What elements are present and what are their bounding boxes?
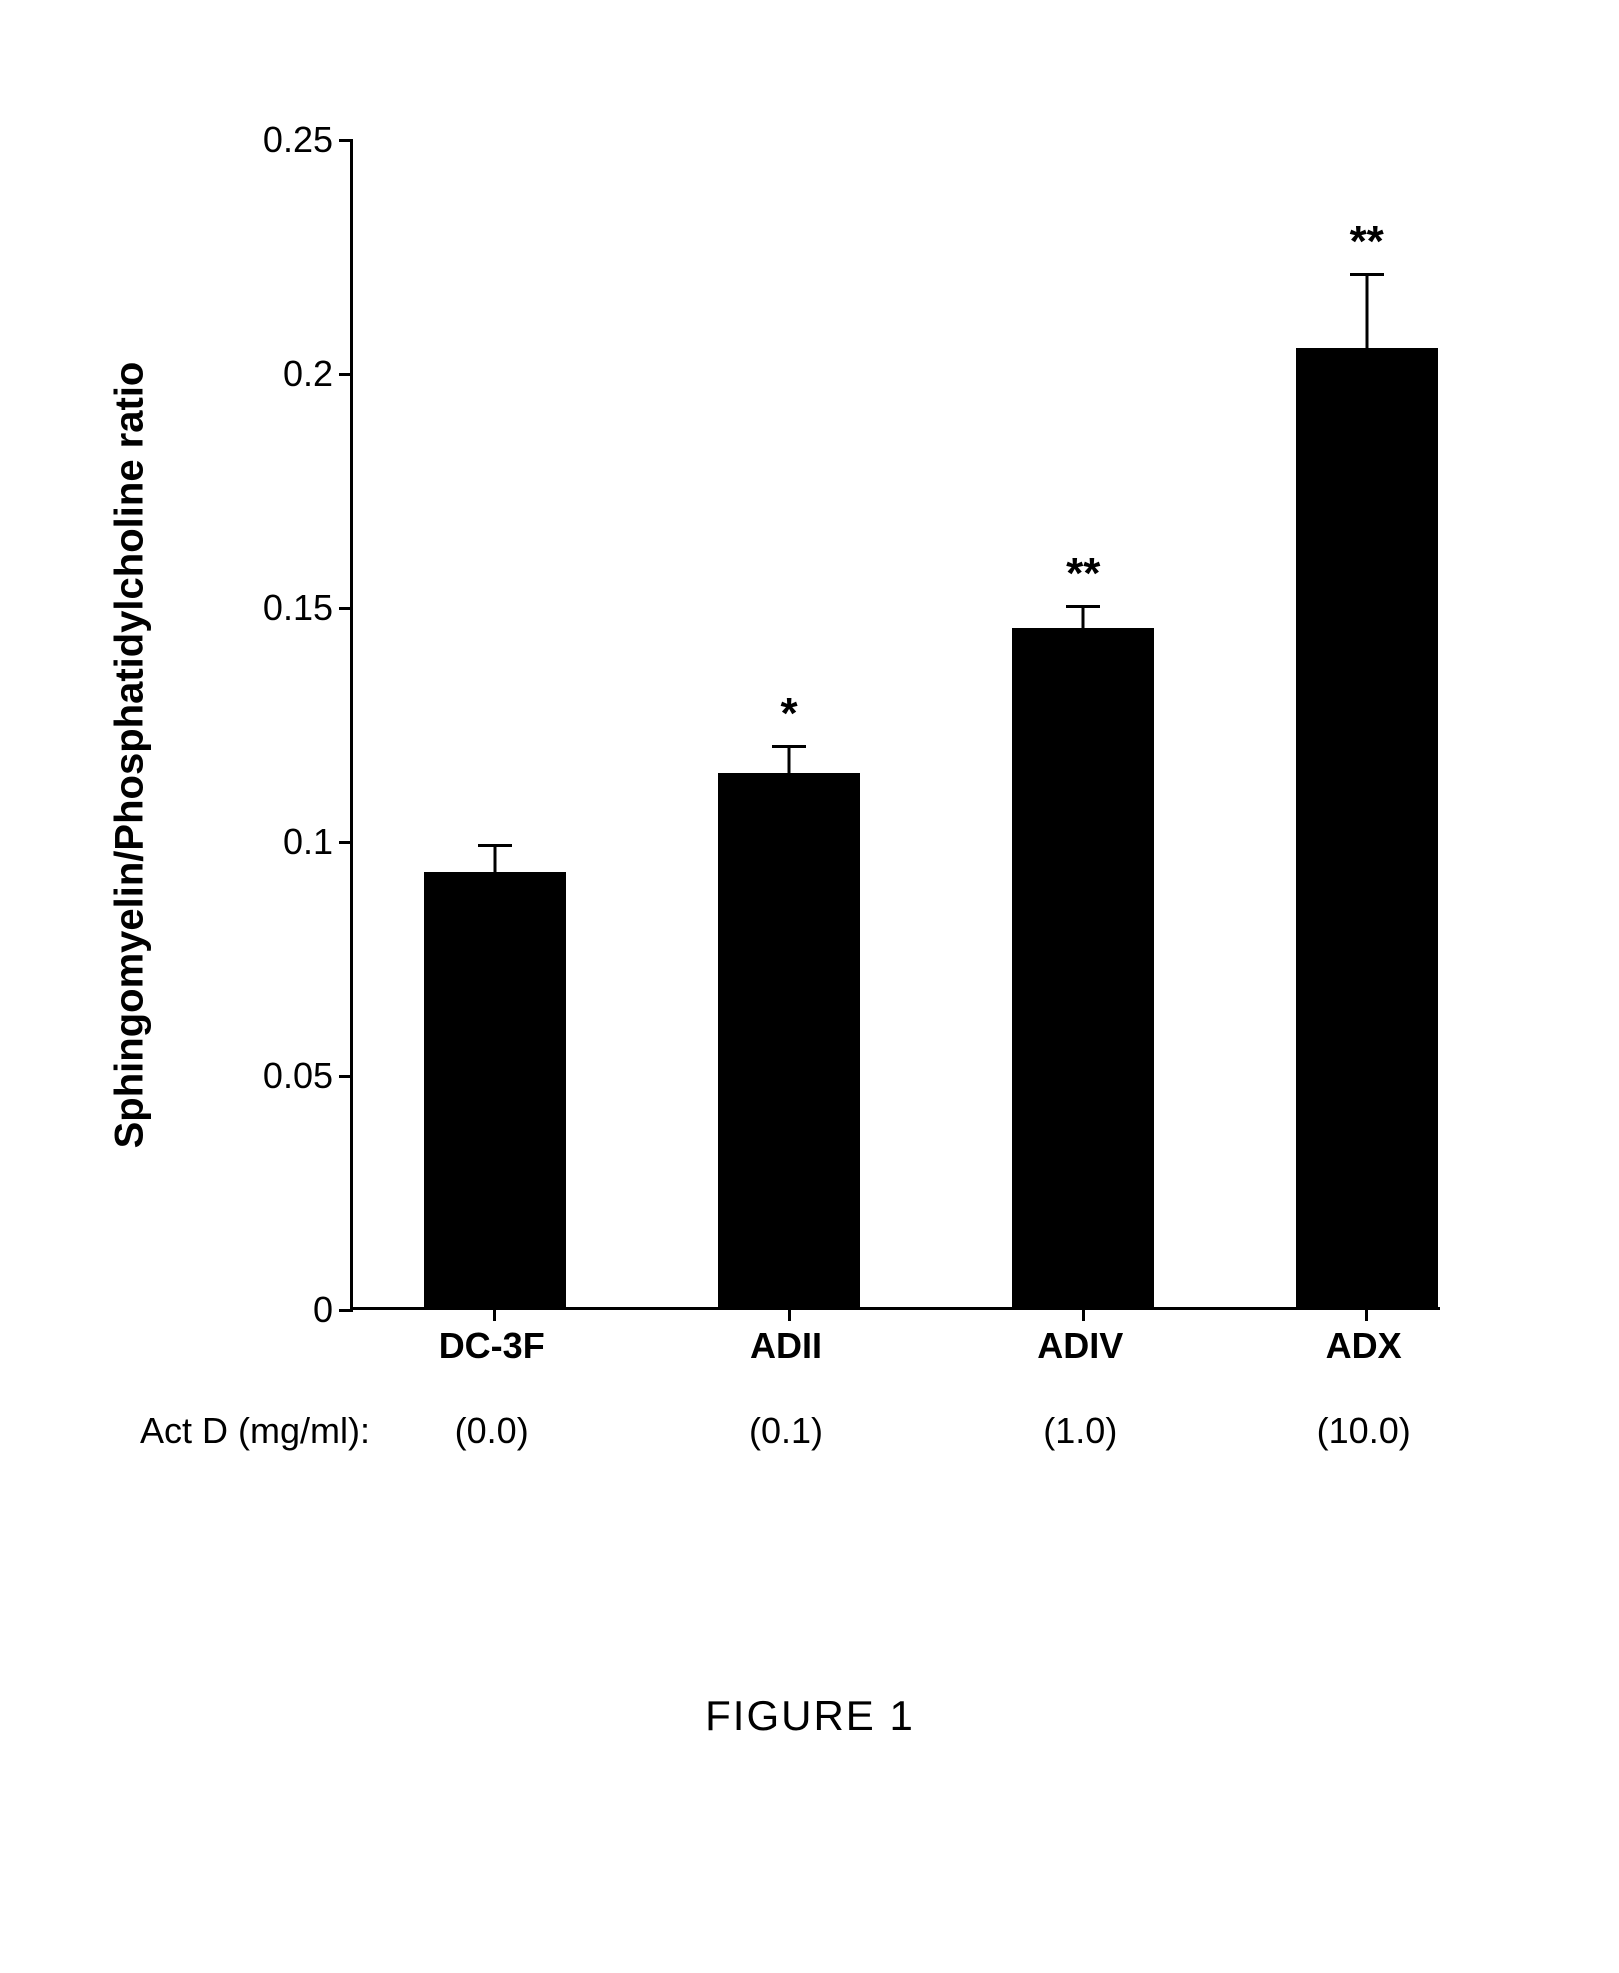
y-axis-label: Sphingomyelin/Phosphatidylcholine ratio: [108, 362, 153, 1149]
significance-marker: **: [1350, 220, 1384, 264]
x-tick: [1082, 1307, 1085, 1321]
y-tick-label: 0.05: [223, 1055, 333, 1097]
y-tick: [339, 607, 353, 610]
error-bar: [478, 844, 512, 872]
actd-axis-title: Act D (mg/ml):: [140, 1410, 370, 1452]
significance-marker: *: [780, 692, 797, 736]
y-tick: [339, 841, 353, 844]
y-tick-label: 0.25: [223, 119, 333, 161]
actd-value-label: (10.0): [1317, 1410, 1411, 1452]
bar: [424, 872, 566, 1307]
actd-value-label: (0.0): [455, 1410, 529, 1452]
significance-marker: **: [1066, 552, 1100, 596]
plot-container: Sphingomyelin/Phosphatidylcholine ratio …: [140, 140, 1480, 1370]
category-label: DC-3F: [439, 1325, 545, 1367]
y-tick: [339, 139, 353, 142]
category-label: ADX: [1326, 1325, 1402, 1367]
error-bar: [1066, 605, 1100, 628]
y-tick-label: 0.15: [223, 587, 333, 629]
y-tick: [339, 373, 353, 376]
y-tick-label: 0.1: [223, 821, 333, 863]
actd-value-label: (0.1): [749, 1410, 823, 1452]
bar: [1012, 628, 1154, 1307]
bar: [1296, 348, 1438, 1307]
bars-layer: *****: [353, 140, 1440, 1307]
actd-value-label: (1.0): [1043, 1410, 1117, 1452]
category-label: ADII: [750, 1325, 822, 1367]
figure-wrap: Sphingomyelin/Phosphatidylcholine ratio …: [140, 140, 1480, 1740]
figure-caption: FIGURE 1: [705, 1692, 915, 1740]
x-tick: [493, 1307, 496, 1321]
bar: [718, 773, 860, 1307]
y-tick: [339, 1309, 353, 1312]
x-tick: [1365, 1307, 1368, 1321]
error-bar: [772, 745, 806, 773]
y-tick: [339, 1075, 353, 1078]
y-tick-label: 0: [223, 1289, 333, 1331]
category-label: ADIV: [1037, 1325, 1123, 1367]
plot-area: ***** 00.050.10.150.20.25: [350, 140, 1440, 1310]
y-tick-label: 0.2: [223, 353, 333, 395]
error-bar: [1350, 273, 1384, 348]
x-tick: [788, 1307, 791, 1321]
